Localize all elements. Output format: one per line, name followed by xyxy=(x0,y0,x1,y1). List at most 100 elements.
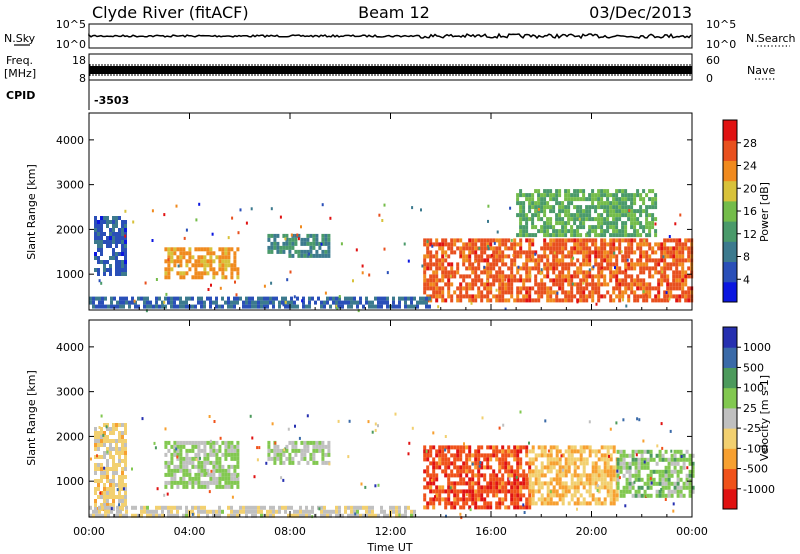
data-cell xyxy=(474,501,478,506)
data-cell xyxy=(667,477,671,482)
data-cell xyxy=(112,447,115,451)
data-cell xyxy=(663,298,667,303)
data-cell xyxy=(432,445,436,450)
data-cell xyxy=(591,266,595,271)
data-cell xyxy=(203,464,207,469)
data-cell xyxy=(100,281,103,285)
data-cell xyxy=(296,304,299,309)
data-cell xyxy=(591,298,595,303)
data-cell xyxy=(377,513,380,518)
data-cell xyxy=(631,485,635,490)
data-cell xyxy=(561,489,565,494)
data-cell xyxy=(616,469,619,473)
data-cell xyxy=(441,489,445,494)
data-cell xyxy=(681,262,685,267)
data-cell xyxy=(681,290,685,295)
data-cell xyxy=(666,278,670,283)
data-cell xyxy=(227,304,230,309)
data-cell xyxy=(642,201,646,206)
data-cell xyxy=(564,294,568,299)
data-cell xyxy=(555,473,559,478)
data-cell xyxy=(639,254,643,259)
data-cell xyxy=(585,298,589,303)
data-cell xyxy=(547,449,550,453)
data-cell xyxy=(133,299,136,303)
data-cell xyxy=(582,193,586,198)
data-cell xyxy=(603,282,607,287)
data-cell xyxy=(606,457,610,462)
data-cell xyxy=(603,497,607,502)
data-cell xyxy=(411,426,414,430)
data-cell xyxy=(588,246,592,251)
data-cell xyxy=(462,278,466,283)
data-cell xyxy=(591,461,595,466)
data-cell xyxy=(543,189,547,194)
data-cell xyxy=(191,464,195,469)
data-cell xyxy=(528,209,532,214)
data-cell xyxy=(489,262,493,267)
data-cell xyxy=(480,453,484,458)
data-cell xyxy=(182,300,185,305)
data-cell xyxy=(118,479,121,483)
data-cell xyxy=(612,229,616,234)
data-cell xyxy=(353,300,356,305)
data-cell xyxy=(672,286,676,291)
colorbar-segment xyxy=(723,261,737,283)
data-cell xyxy=(173,251,177,256)
data-cell xyxy=(121,503,124,507)
data-cell xyxy=(609,427,612,431)
data-cell xyxy=(106,479,109,483)
data-cell xyxy=(209,263,213,268)
data-cell xyxy=(558,229,562,234)
data-cell xyxy=(630,193,634,198)
data-cell xyxy=(561,278,565,283)
data-cell xyxy=(688,473,692,478)
data-cell xyxy=(200,505,203,510)
data-cell xyxy=(197,464,201,469)
data-cell xyxy=(678,298,682,303)
data-cell xyxy=(121,220,124,224)
data-cell xyxy=(680,455,683,458)
data-cell xyxy=(540,197,544,202)
data-cell xyxy=(239,505,242,510)
data-cell xyxy=(552,205,556,210)
data-cell xyxy=(525,213,529,218)
data-cell xyxy=(230,267,234,272)
data-cell xyxy=(308,304,311,309)
data-cell xyxy=(504,242,508,247)
data-cell xyxy=(645,225,649,230)
data-cell xyxy=(573,274,577,279)
data-cell xyxy=(628,477,632,482)
data-cell xyxy=(507,282,511,287)
data-cell xyxy=(657,262,661,267)
data-cell xyxy=(194,505,197,510)
data-cell xyxy=(570,262,574,267)
data-cell xyxy=(594,290,598,295)
data-cell xyxy=(688,493,692,498)
data-cell xyxy=(624,274,628,279)
data-cell xyxy=(100,236,103,240)
data-cell xyxy=(383,296,386,301)
data-cell xyxy=(669,286,673,291)
data-cell xyxy=(103,423,106,427)
data-cell xyxy=(489,290,493,295)
data-cell xyxy=(588,294,592,299)
data-cell xyxy=(513,445,517,450)
data-cell xyxy=(267,245,271,250)
data-cell xyxy=(224,476,228,481)
data-cell xyxy=(423,274,427,279)
data-cell xyxy=(606,209,610,214)
data-cell xyxy=(435,270,439,275)
data-cell xyxy=(315,237,319,242)
data-cell xyxy=(106,260,109,264)
data-cell xyxy=(609,497,613,502)
data-cell xyxy=(582,278,586,283)
data-cell xyxy=(200,480,204,485)
data-cell xyxy=(215,468,219,473)
data-cell xyxy=(646,457,650,462)
data-cell xyxy=(654,233,658,238)
data-cell xyxy=(658,453,662,458)
data-cell xyxy=(377,424,379,428)
data-cell xyxy=(558,258,562,263)
data-cell xyxy=(573,217,577,222)
